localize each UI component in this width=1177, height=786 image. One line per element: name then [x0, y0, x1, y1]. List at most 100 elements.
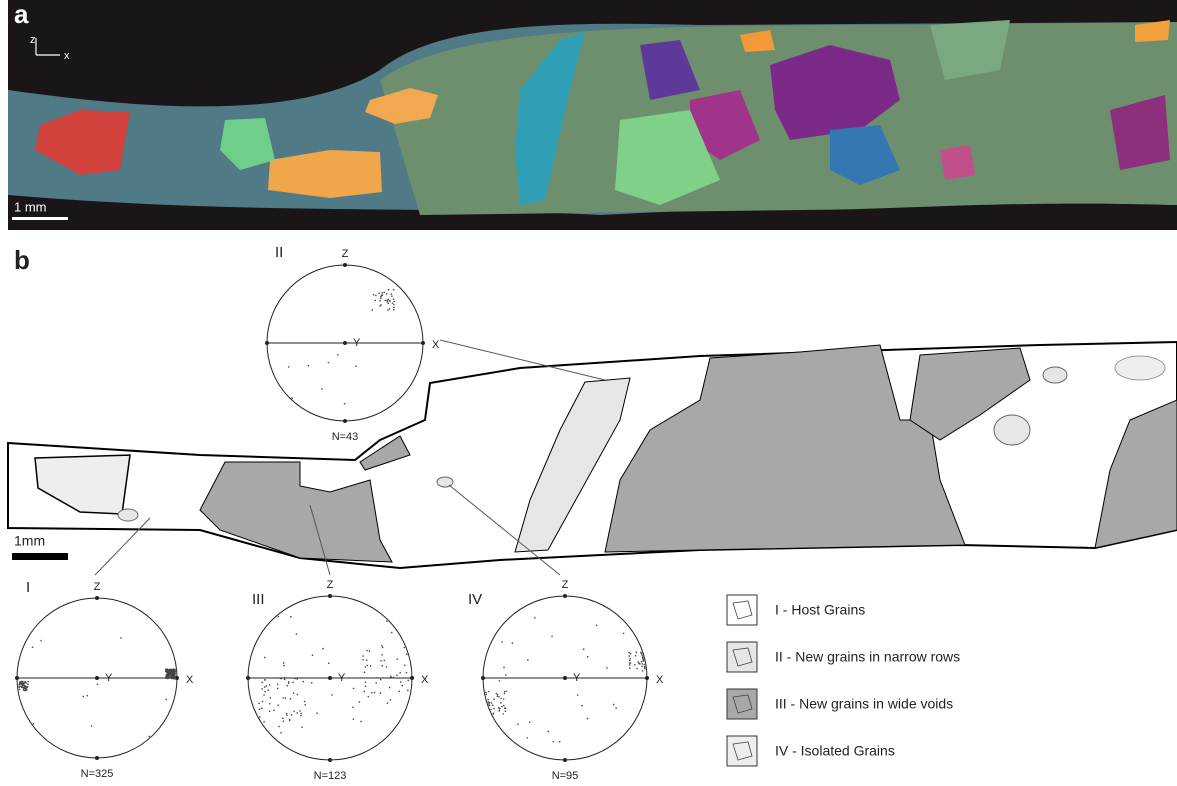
pole-point [353, 688, 355, 690]
pole-point [266, 685, 268, 687]
legend-label: III - New grains in wide voids [775, 696, 953, 712]
pole-point [491, 702, 493, 704]
pole-point [375, 682, 377, 684]
pole-point [404, 647, 406, 649]
pole-point [280, 732, 282, 734]
pole-point [643, 664, 645, 666]
scale-bar [12, 553, 68, 560]
pole-point [485, 692, 487, 694]
pole-point [283, 665, 285, 667]
pole-point [365, 685, 367, 687]
pole-point [371, 692, 373, 694]
pole-point [277, 688, 279, 690]
scale-bar-label: 1mm [14, 533, 45, 549]
pole-point [165, 676, 167, 678]
pole-point [296, 678, 298, 680]
axis-label: x [64, 50, 70, 62]
pole-point [32, 646, 34, 648]
pole-point [261, 708, 263, 710]
stereonet-dot [481, 676, 485, 680]
pole-point [344, 403, 346, 405]
pole-point [641, 663, 643, 665]
pole-point [386, 293, 388, 295]
pole-point [488, 691, 490, 693]
pole-point [312, 654, 314, 656]
pole-point [398, 690, 400, 692]
axis-label: X [432, 339, 440, 351]
pole-point [337, 354, 339, 356]
pole-point [173, 676, 175, 678]
pole-point [288, 681, 290, 683]
pole-point [636, 668, 638, 670]
pole-point [316, 712, 318, 714]
pole-point [393, 309, 395, 311]
pole-point [388, 299, 390, 301]
axis-label: X [186, 674, 194, 686]
pole-point [374, 692, 376, 694]
pole-point [259, 716, 261, 718]
pole-point [278, 726, 280, 728]
pole-point [529, 721, 531, 723]
pole-point [23, 682, 25, 684]
pole-point [497, 695, 499, 697]
pole-point [641, 661, 643, 663]
pole-point [638, 663, 640, 665]
pole-point [375, 295, 377, 297]
stereonet-dot [421, 341, 425, 345]
pole-point [409, 677, 411, 679]
pole-point [359, 701, 361, 703]
pole-point [148, 736, 150, 738]
pole-point [503, 667, 505, 669]
pole-point [22, 681, 24, 683]
pole-point [293, 710, 295, 712]
pole-point [288, 366, 290, 368]
pole-point [623, 632, 625, 634]
pole-point [389, 300, 391, 302]
pole-point [526, 737, 528, 739]
pole-point [364, 691, 366, 693]
pole-point [393, 306, 395, 308]
pole-point [629, 664, 631, 666]
pole-point [82, 696, 84, 698]
stereonet-dot [328, 758, 332, 762]
pole-point [328, 362, 330, 364]
pole-point [362, 659, 364, 661]
legend-label: II - New grains in narrow rows [775, 649, 960, 665]
pole-point [393, 301, 395, 303]
pole-point [512, 642, 514, 644]
stereonet-label: IV [468, 591, 482, 608]
pole-point [21, 683, 23, 685]
stereonet-dot [343, 263, 347, 267]
axis-label: Y [353, 337, 361, 349]
scale-bar-label: 1 mm [14, 199, 47, 214]
pole-point [24, 684, 26, 686]
axis-label: X [421, 674, 429, 686]
stereonet-dot [410, 676, 414, 680]
pole-point [19, 681, 21, 683]
stereonet-label: III [252, 591, 265, 608]
pole-point [284, 677, 286, 679]
pole-point [20, 686, 22, 688]
pole-point [406, 653, 408, 655]
pole-point [636, 652, 638, 654]
pole-point [393, 298, 395, 300]
pole-point [381, 292, 383, 294]
pole-point [392, 302, 394, 304]
pole-point [366, 650, 368, 652]
pole-point [300, 713, 302, 715]
axis-label: Z [342, 248, 349, 260]
pole-point [407, 680, 409, 682]
panel-a-image [8, 0, 1177, 230]
pole-point [400, 681, 402, 683]
pole-point [393, 304, 395, 306]
pole-point [270, 697, 272, 699]
stereonet-dot [328, 594, 332, 598]
pole-point [322, 648, 324, 650]
legend-label: IV - Isolated Grains [775, 743, 895, 759]
pole-point [365, 682, 367, 684]
pole-point [587, 718, 589, 720]
pole-point [527, 659, 529, 661]
pole-point [22, 686, 24, 688]
pole-point [263, 694, 265, 696]
pole-point [389, 687, 391, 689]
